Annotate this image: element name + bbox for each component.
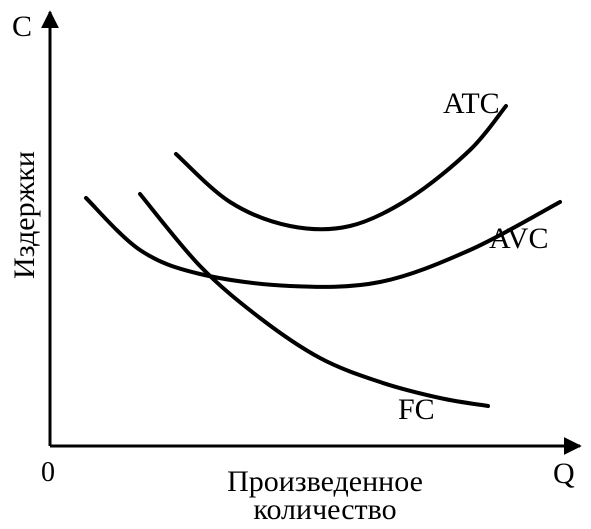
atc-label: ATC — [443, 87, 500, 120]
y-axis-letter: C — [12, 10, 32, 43]
y-axis-label: Издержки — [8, 151, 41, 279]
origin-label: 0 — [41, 457, 55, 488]
x-axis-letter: Q — [553, 457, 575, 490]
avc-curve — [84, 196, 562, 289]
fc-curve — [138, 192, 490, 408]
fc-label: FC — [398, 393, 435, 426]
x-axis-label-line1: Произведенное — [227, 465, 423, 498]
avc-label: AVC — [489, 222, 548, 255]
x-axis-label-line2: количество — [253, 493, 396, 526]
atc-curve — [174, 104, 508, 232]
